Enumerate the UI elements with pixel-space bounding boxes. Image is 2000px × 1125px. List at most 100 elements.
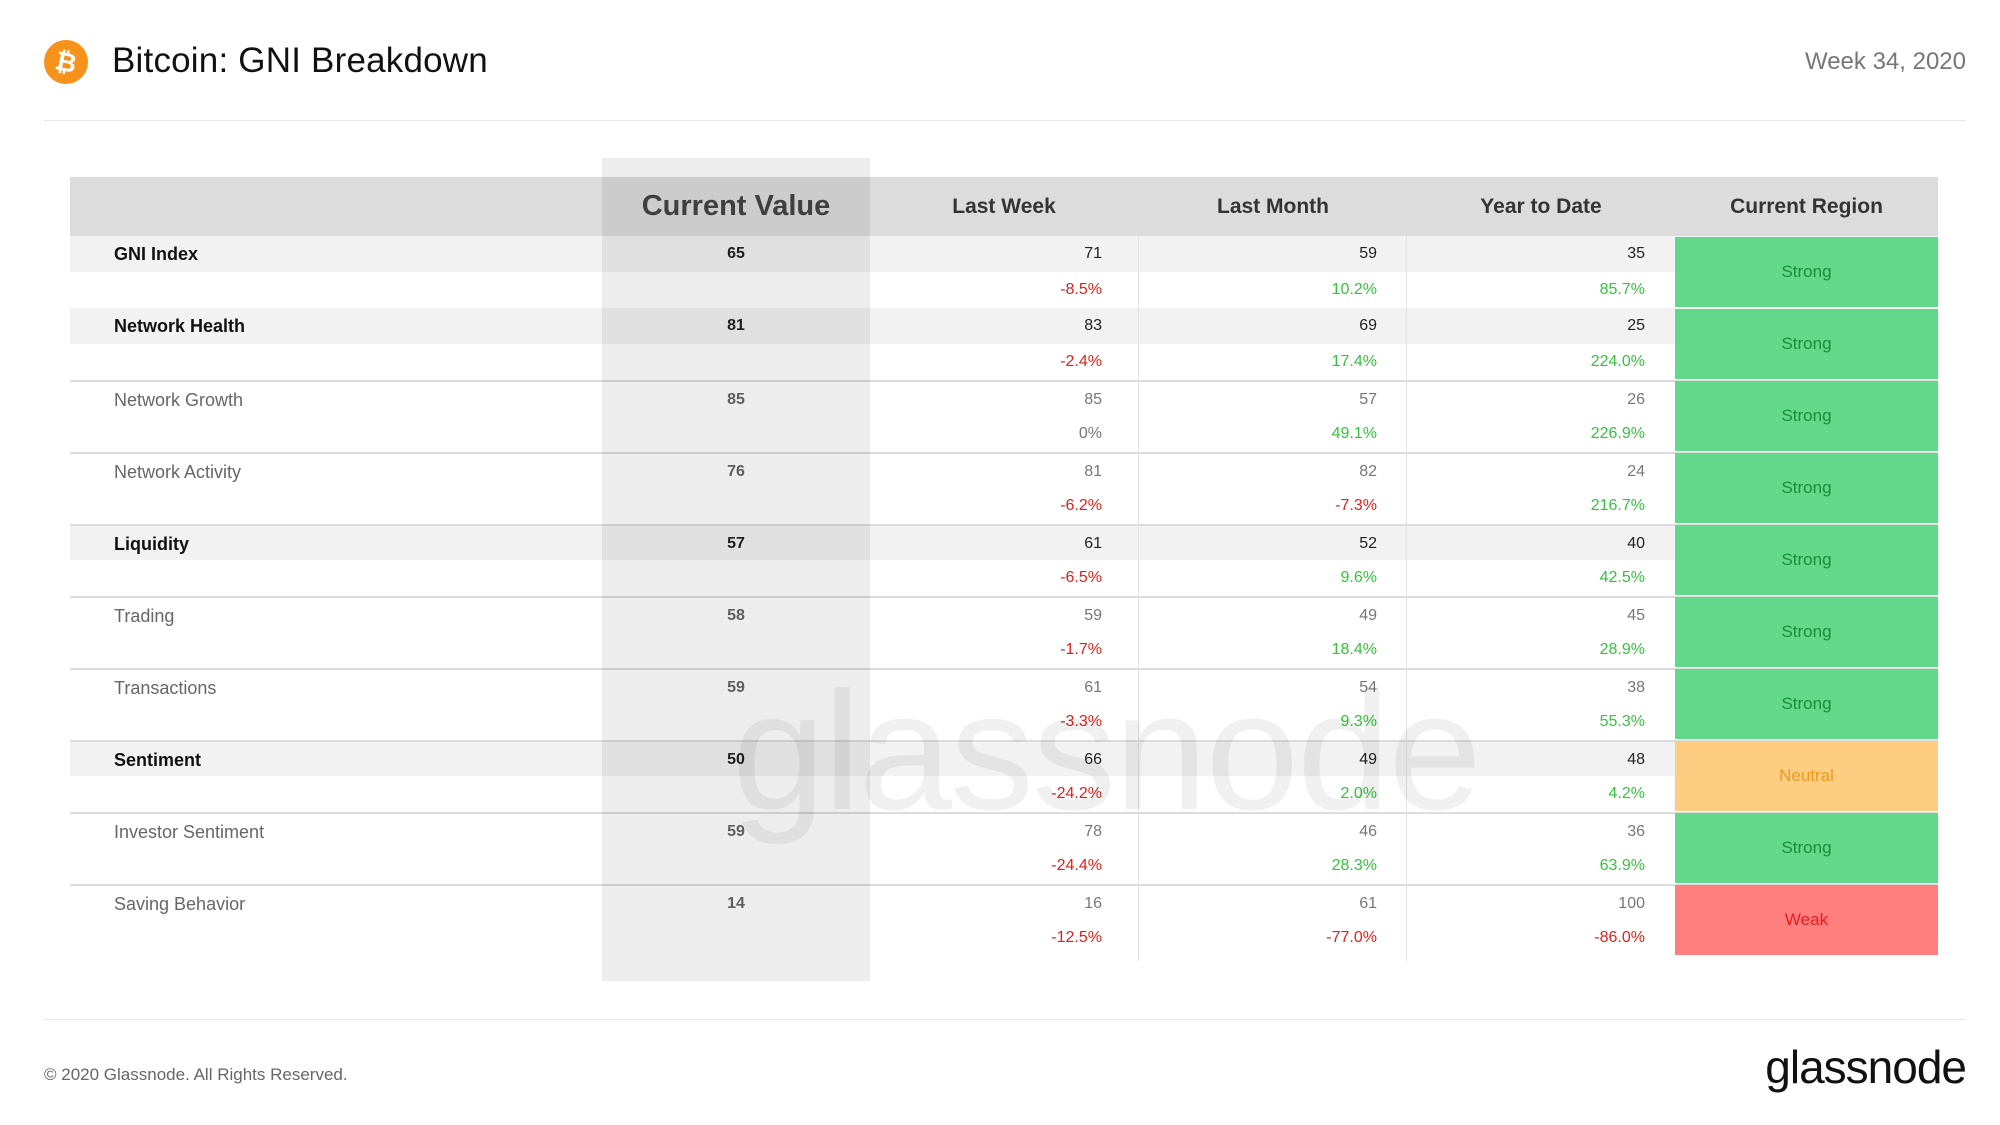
table-row: Trading 58 59 49 45 [70, 596, 1938, 632]
ytd-value-cell: 40 [1627, 535, 1645, 552]
column-divider [1138, 236, 1139, 961]
table-row: GNI Index 65 71 59 35 [70, 236, 1938, 272]
last-week-value-cell: 59 [1084, 607, 1102, 624]
row-label: Investor Sentiment [114, 821, 265, 842]
region-badge: Weak [1675, 885, 1938, 955]
region-badge: Strong [1675, 525, 1938, 595]
last-week-change-cell: -6.5% [1060, 569, 1102, 586]
last-week-value-cell: 61 [1084, 535, 1102, 552]
region-badge: Strong [1675, 453, 1938, 523]
ytd-change-cell: 28.9% [1599, 641, 1645, 658]
region-badge: Strong [1675, 381, 1938, 451]
last-week-value-cell: 16 [1084, 895, 1102, 912]
ytd-value-cell: 35 [1627, 245, 1645, 262]
last-week-value-cell: 81 [1084, 463, 1102, 480]
row-label: Network Activity [114, 461, 242, 482]
current-value-cell: 14 [727, 895, 745, 912]
last-week-change-cell: -24.2% [1051, 785, 1102, 802]
last-month-value-cell: 49 [1359, 607, 1377, 624]
current-value-cell: 65 [727, 245, 745, 262]
last-week-value-cell: 85 [1084, 391, 1102, 408]
last-month-change-cell: 9.6% [1340, 569, 1377, 586]
last-week-value-cell: 78 [1084, 823, 1102, 840]
table-row-change: -6.2% -7.3% 216.7% [70, 488, 1938, 524]
last-week-value-cell: 61 [1084, 679, 1102, 696]
table-row-change: -12.5% -77.0% -86.0% [70, 920, 1938, 956]
current-value-cell: 59 [727, 679, 745, 696]
week-label: Week 34, 2020 [1804, 48, 1966, 75]
last-week-change-cell: 0% [1078, 425, 1102, 442]
ytd-change-cell: 216.7% [1590, 497, 1645, 514]
table-row: Investor Sentiment 59 78 46 36 [70, 812, 1938, 848]
page-title: Bitcoin: GNI Breakdown [112, 41, 488, 80]
table-header: Current Value Last Week Last Month Year … [70, 177, 1938, 236]
last-month-value-cell: 52 [1359, 535, 1377, 552]
last-month-value-cell: 57 [1359, 391, 1377, 408]
col-year-to-date: Year to Date [1480, 194, 1602, 218]
region-badge: Strong [1675, 669, 1938, 739]
current-value-cell: 58 [727, 607, 745, 624]
col-last-week: Last Week [952, 194, 1056, 218]
last-week-change-cell: -8.5% [1060, 281, 1102, 298]
table-row-change: -8.5% 10.2% 85.7% [70, 272, 1938, 308]
ytd-change-cell: 224.0% [1590, 353, 1645, 370]
ytd-change-cell: 4.2% [1608, 785, 1645, 802]
col-current-value: Current Value [641, 190, 831, 222]
last-month-value-cell: 61 [1359, 895, 1377, 912]
table-row-change: 0% 49.1% 226.9% [70, 416, 1938, 452]
table-row: Transactions 59 61 54 38 [70, 668, 1938, 704]
ytd-change-cell: 226.9% [1590, 425, 1645, 442]
current-value-cell: 85 [727, 391, 745, 408]
last-week-change-cell: -6.2% [1060, 497, 1102, 514]
last-week-value-cell: 83 [1084, 317, 1102, 334]
region-badge: Strong [1675, 597, 1938, 667]
column-divider [1406, 236, 1407, 961]
last-week-change-cell: -12.5% [1051, 929, 1102, 946]
row-label: Trading [114, 605, 175, 626]
last-month-change-cell: 28.3% [1331, 857, 1377, 874]
row-label: Network Growth [114, 389, 244, 410]
last-month-value-cell: 54 [1359, 679, 1377, 696]
last-month-value-cell: 69 [1359, 317, 1377, 334]
last-month-change-cell: -77.0% [1326, 929, 1377, 946]
last-month-change-cell: 10.2% [1331, 281, 1377, 298]
ytd-value-cell: 48 [1627, 751, 1645, 768]
current-value-cell: 50 [727, 751, 745, 768]
last-month-change-cell: 18.4% [1331, 641, 1377, 658]
last-month-change-cell: -7.3% [1335, 497, 1377, 514]
last-week-value-cell: 66 [1084, 751, 1102, 768]
ytd-value-cell: 100 [1618, 895, 1645, 912]
row-label: GNI Index [114, 243, 199, 264]
col-last-month: Last Month [1217, 194, 1329, 218]
ytd-value-cell: 26 [1627, 391, 1645, 408]
table-row: Liquidity 57 61 52 40 [70, 524, 1938, 560]
row-label: Saving Behavior [114, 893, 246, 914]
region-badge: Strong [1675, 309, 1938, 379]
last-month-value-cell: 46 [1359, 823, 1377, 840]
last-month-value-cell: 82 [1359, 463, 1377, 480]
last-week-change-cell: -24.4% [1051, 857, 1102, 874]
current-value-cell: 57 [727, 535, 745, 552]
ytd-change-cell: 63.9% [1599, 857, 1645, 874]
ytd-change-cell: 42.5% [1599, 569, 1645, 586]
row-label: Network Health [114, 315, 246, 336]
ytd-value-cell: 38 [1627, 679, 1645, 696]
last-month-change-cell: 2.0% [1340, 785, 1377, 802]
last-month-change-cell: 9.3% [1340, 713, 1377, 730]
table-row: Sentiment 50 66 49 48 [70, 740, 1938, 776]
last-week-value-cell: 71 [1084, 245, 1102, 262]
table-row-change: -3.3% 9.3% 55.3% [70, 704, 1938, 740]
ytd-value-cell: 36 [1627, 823, 1645, 840]
row-label: Transactions [114, 677, 217, 698]
current-value-cell: 81 [727, 317, 745, 334]
table-row-change: -6.5% 9.6% 42.5% [70, 560, 1938, 596]
ytd-value-cell: 25 [1627, 317, 1645, 334]
footer-divider [44, 1019, 1966, 1020]
table-row-change: -24.4% 28.3% 63.9% [70, 848, 1938, 884]
col-current-region: Current Region [1730, 194, 1883, 218]
ytd-change-cell: -86.0% [1594, 929, 1645, 946]
current-value-cell: 76 [727, 463, 745, 480]
last-week-change-cell: -2.4% [1060, 353, 1102, 370]
region-badge: Strong [1675, 813, 1938, 883]
table-row: Saving Behavior 14 16 61 100 [70, 884, 1938, 920]
